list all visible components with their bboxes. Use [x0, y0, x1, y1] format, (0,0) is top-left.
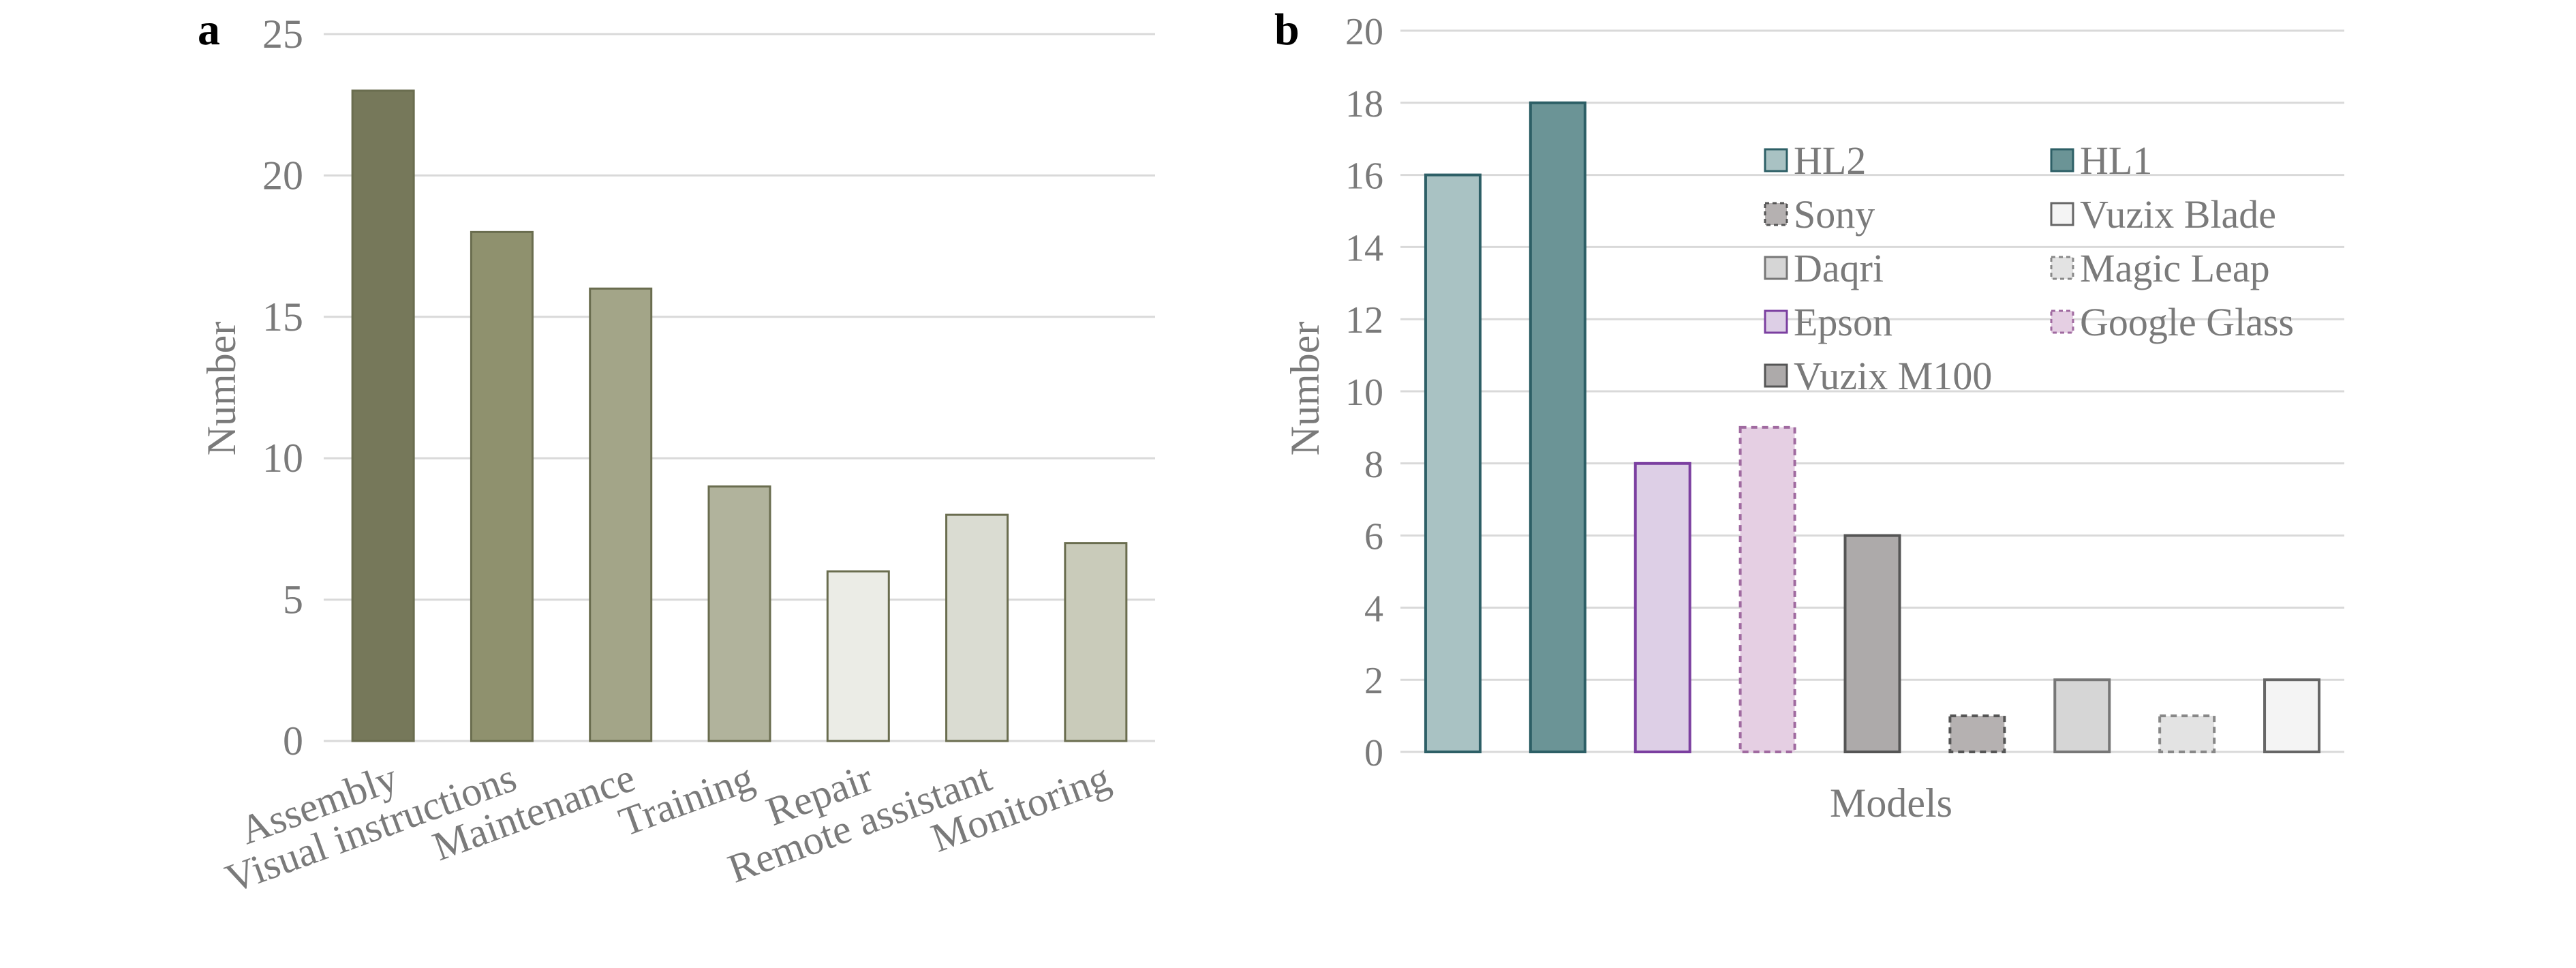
panel-b-legend: HL2 HL1 Sony Vuzix Blade Daqri Magic Leap Epso… — [1764, 138, 2294, 398]
panel-b-x-axis-label: Models — [1830, 781, 1952, 826]
legend-label: Vuzix Blade — [2080, 192, 2276, 237]
y-tick-label: 5 — [283, 577, 303, 622]
legend-swatch-vuzix-m100 — [1764, 363, 1788, 388]
y-tick-label: 12 — [1345, 299, 1383, 342]
legend-swatch-hl1 — [2050, 148, 2074, 172]
bar-sony — [1948, 714, 2006, 753]
legend-label: HL2 — [1794, 138, 1866, 183]
y-tick-label: 2 — [1364, 660, 1383, 702]
y-tick-label: 14 — [1345, 227, 1383, 269]
bar-vuzix-m100 — [1843, 534, 1901, 753]
y-tick-label: 0 — [283, 719, 303, 763]
legend-label: Magic Leap — [2080, 246, 2270, 290]
bar-repair — [826, 570, 890, 742]
legend-swatch-daqri — [1764, 256, 1788, 280]
bar-monitoring — [1064, 542, 1128, 742]
panel-a-bars — [351, 89, 1128, 742]
legend-swatch-epson — [1764, 309, 1788, 334]
y-tick-label: 20 — [262, 153, 303, 198]
bar-training — [707, 485, 771, 742]
panel-a-y-axis-label: Number — [199, 322, 244, 456]
y-tick-label: 6 — [1364, 516, 1383, 558]
legend-label: Sony — [1794, 192, 1875, 237]
bar-daqri — [2053, 678, 2111, 754]
panel-a-gridlines — [324, 33, 1155, 742]
bar-visual-instructions — [470, 230, 534, 742]
bar-magic-leap — [2158, 714, 2216, 753]
legend-label: Vuzix M100 — [1794, 354, 1992, 398]
panel-b-y-axis-label: Number — [1283, 322, 1328, 456]
y-tick-label: 18 — [1345, 83, 1383, 125]
bar-remote-assistant — [945, 513, 1009, 742]
y-tick-label: 25 — [262, 12, 303, 57]
y-tick-label: 16 — [1345, 155, 1383, 198]
panel-b-y-ticks: 0 2 4 6 8 10 12 14 16 18 20 — [1345, 11, 1383, 774]
y-tick-label: 10 — [1345, 372, 1383, 414]
y-tick-label: 8 — [1364, 444, 1383, 486]
legend-swatch-magic-leap — [2050, 256, 2074, 280]
y-tick-label: 0 — [1364, 732, 1383, 774]
bar-google-glass — [1738, 425, 1796, 754]
panel-b-bars — [1424, 101, 2321, 754]
legend-swatch-google-glass — [2050, 309, 2074, 334]
x-tick-label: Training — [613, 755, 760, 845]
legend-label: HL1 — [2080, 138, 2152, 183]
y-tick-label: 20 — [1345, 11, 1383, 53]
panel-b-label: b — [1274, 5, 1300, 55]
bar-vuzix-blade — [2263, 678, 2321, 754]
legend-swatch-hl2 — [1764, 148, 1788, 172]
y-tick-label: 4 — [1364, 588, 1383, 630]
y-tick-label: 15 — [262, 294, 303, 339]
legend-swatch-sony — [1764, 202, 1788, 226]
panel-a-y-ticks: 0 5 10 15 20 25 — [262, 12, 303, 763]
bar-hl2 — [1424, 173, 1482, 754]
y-tick-label: 10 — [262, 436, 303, 481]
panel-b-chart: b 0 2 4 6 8 10 12 14 16 18 20 Number Models HL2 HL1… — [1274, 5, 2344, 826]
bar-hl1 — [1529, 101, 1586, 754]
panel-a-label: a — [198, 5, 220, 55]
legend-label: Daqri — [1794, 246, 1884, 290]
legend-label: Google Glass — [2080, 300, 2294, 344]
legend-label: Epson — [1794, 300, 1892, 344]
legend-swatch-vuzix-blade — [2050, 202, 2074, 226]
bar-maintenance — [589, 287, 653, 742]
bar-epson — [1634, 462, 1691, 753]
bar-assembly — [351, 89, 415, 742]
